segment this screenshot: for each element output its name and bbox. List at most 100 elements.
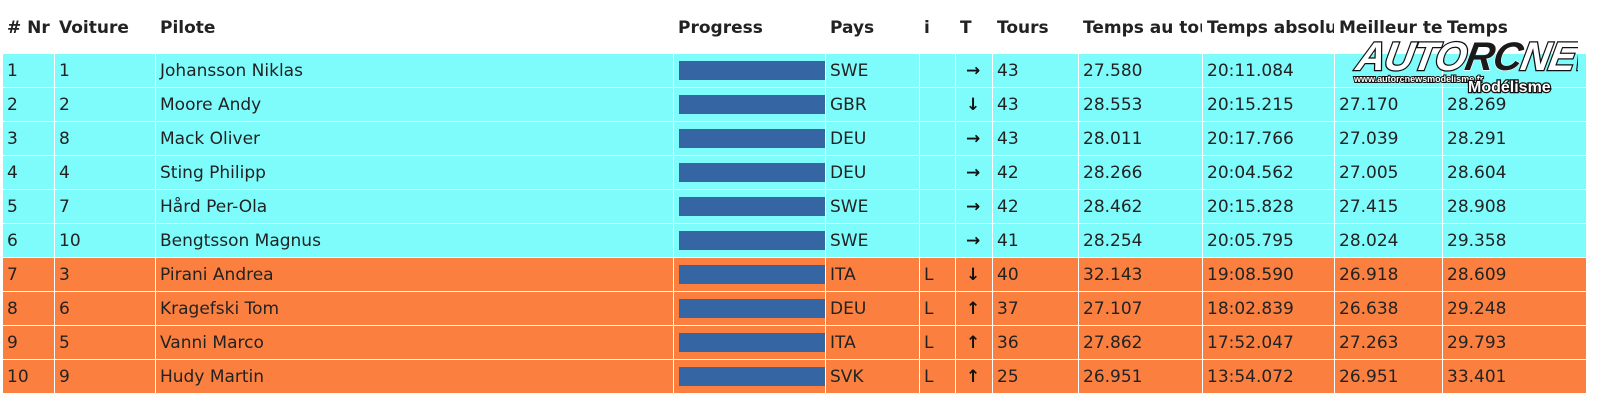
cell-pilote: Hård Per-Ola [155, 189, 674, 224]
progress-cell [673, 53, 826, 88]
table-row[interactable]: 1 1 Johansson Niklas SWE → 43 27.580 20:11.084 [2, 53, 1587, 88]
col-header-t[interactable]: T [955, 2, 993, 54]
cell-temps-tour: 26.951 [1078, 359, 1203, 394]
col-header-meilleur-temps[interactable]: Meilleur temps [1334, 2, 1443, 54]
results-table-body: 1 1 Johansson Niklas SWE → 43 27.580 20:11.084 2… [2, 53, 1587, 394]
col-header-temps[interactable]: Temps [1442, 2, 1587, 54]
cell-temps [1442, 53, 1587, 88]
progress-cell [673, 87, 826, 122]
progress-bar [679, 163, 825, 182]
arrow-right-icon: → [966, 128, 981, 149]
col-header-temps-absolu[interactable]: Temps absolu [1202, 2, 1335, 54]
cell-pays: SWE [825, 53, 920, 88]
cell-temps-absolu: 19:08.590 [1202, 257, 1335, 292]
cell-nr: 3 [2, 121, 55, 156]
cell-temps-absolu: 18:02.839 [1202, 291, 1335, 326]
progress-cell [673, 325, 826, 360]
cell-pilote: Bengtsson Magnus [155, 223, 674, 258]
col-header-nr[interactable]: # Nr [2, 2, 55, 54]
cell-voiture: 1 [54, 53, 156, 88]
cell-meilleur: 27.039 [1334, 121, 1443, 156]
cell-temps: 28.609 [1442, 257, 1587, 292]
arrow-down-icon: ↓ [966, 264, 981, 285]
cell-pays: SWE [825, 223, 920, 258]
cell-temps-tour: 28.011 [1078, 121, 1203, 156]
arrow-right-icon: → [966, 196, 981, 217]
cell-tours: 43 [992, 87, 1079, 122]
arrow-down-icon: ↓ [966, 94, 981, 115]
cell-pilote: Mack Oliver [155, 121, 674, 156]
col-header-temps-au-tour[interactable]: Temps au tour [1078, 2, 1203, 54]
arrow-up-icon: ↑ [966, 332, 981, 353]
col-header-pilote[interactable]: Pilote [155, 2, 674, 54]
cell-pays: ITA [825, 257, 920, 292]
progress-bar [679, 265, 825, 284]
cell-meilleur: 27.263 [1334, 325, 1443, 360]
cell-nr: 6 [2, 223, 55, 258]
cell-temps-absolu: 20:15.215 [1202, 87, 1335, 122]
trend-cell: → [955, 223, 993, 258]
cell-pays: DEU [825, 291, 920, 326]
cell-i [919, 189, 956, 224]
table-row[interactable]: 9 5 Vanni Marco ITA L ↑ 36 27.862 17:52.047 27.26… [2, 325, 1587, 360]
col-header-progress[interactable]: Progress [673, 2, 826, 54]
arrow-up-icon: ↑ [966, 366, 981, 387]
cell-meilleur: 28.024 [1334, 223, 1443, 258]
col-header-i[interactable]: i [919, 2, 956, 54]
logo-subtitle: Modélisme [1468, 79, 1551, 96]
cell-pays: ITA [825, 325, 920, 360]
cell-i [919, 87, 956, 122]
col-header-pays[interactable]: Pays [825, 2, 920, 54]
col-header-tours[interactable]: Tours [992, 2, 1079, 54]
trend-cell: ↓ [955, 257, 993, 292]
progress-bar [679, 129, 825, 148]
table-row[interactable]: 8 6 Kragefski Tom DEU L ↑ 37 27.107 18:02.839 26.… [2, 291, 1587, 326]
progress-bar [679, 333, 825, 352]
cell-temps-tour: 27.862 [1078, 325, 1203, 360]
cell-nr: 9 [2, 325, 55, 360]
col-header-voiture[interactable]: Voiture [54, 2, 156, 54]
logo-title: AUTORCNEWS [1352, 34, 1578, 79]
progress-cell [673, 121, 826, 156]
cell-temps: 29.793 [1442, 325, 1587, 360]
trend-cell: → [955, 121, 993, 156]
cell-meilleur [1334, 53, 1443, 88]
progress-cell [673, 359, 826, 394]
table-row[interactable]: 4 4 Sting Philipp DEU → 42 28.266 20:04.562 27.0… [2, 155, 1587, 190]
cell-meilleur: 26.918 [1334, 257, 1443, 292]
cell-pilote: Kragefski Tom [155, 291, 674, 326]
table-row[interactable]: 5 7 Hård Per-Ola SWE → 42 28.462 20:15.828 27.41… [2, 189, 1587, 224]
trend-cell: ↑ [955, 291, 993, 326]
cell-temps-tour: 27.580 [1078, 53, 1203, 88]
results-table: # Nr Voiture Pilote Progress Pays i T To… [2, 2, 1587, 394]
cell-i: L [919, 257, 956, 292]
cell-nr: 1 [2, 53, 55, 88]
cell-tours: 43 [992, 121, 1079, 156]
table-row[interactable]: 2 2 Moore Andy GBR ↓ 43 28.553 20:15.215 27.170 2… [2, 87, 1587, 122]
cell-pays: SVK [825, 359, 920, 394]
progress-cell [673, 257, 826, 292]
cell-temps-absolu: 20:05.795 [1202, 223, 1335, 258]
cell-voiture: 8 [54, 121, 156, 156]
cell-meilleur: 27.170 [1334, 87, 1443, 122]
arrow-right-icon: → [966, 230, 981, 251]
cell-tours: 41 [992, 223, 1079, 258]
trend-cell: ↑ [955, 325, 993, 360]
cell-temps: 28.604 [1442, 155, 1587, 190]
cell-meilleur: 27.005 [1334, 155, 1443, 190]
cell-temps: 29.248 [1442, 291, 1587, 326]
table-row[interactable]: 10 9 Hudy Martin SVK L ↑ 25 26.951 13:54.072 26.9… [2, 359, 1587, 394]
cell-temps: 33.401 [1442, 359, 1587, 394]
table-row[interactable]: 7 3 Pirani Andrea ITA L ↓ 40 32.143 19:08.590 26.… [2, 257, 1587, 292]
cell-voiture: 2 [54, 87, 156, 122]
results-table-header: # Nr Voiture Pilote Progress Pays i T To… [2, 2, 1587, 54]
cell-temps: 28.291 [1442, 121, 1587, 156]
progress-bar [679, 231, 825, 250]
cell-pays: SWE [825, 189, 920, 224]
table-row[interactable]: 6 10 Bengtsson Magnus SWE → 41 28.254 20:05.795… [2, 223, 1587, 258]
cell-pilote: Vanni Marco [155, 325, 674, 360]
cell-i [919, 223, 956, 258]
cell-temps-tour: 32.143 [1078, 257, 1203, 292]
cell-voiture: 3 [54, 257, 156, 292]
table-row[interactable]: 3 8 Mack Oliver DEU → 43 28.011 20:17.766 27.039… [2, 121, 1587, 156]
